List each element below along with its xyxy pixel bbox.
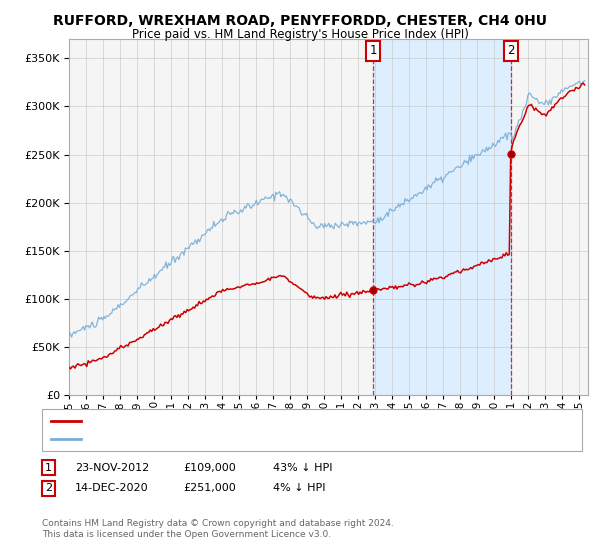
Text: 4% ↓ HPI: 4% ↓ HPI	[273, 483, 325, 493]
Text: 23-NOV-2012: 23-NOV-2012	[75, 463, 149, 473]
Text: 1: 1	[370, 44, 377, 57]
Text: £251,000: £251,000	[183, 483, 236, 493]
Text: 2: 2	[507, 44, 514, 57]
Text: £109,000: £109,000	[183, 463, 236, 473]
Bar	[373, 39, 511, 395]
Text: RUFFORD, WREXHAM ROAD, PENYFFORDD, CHESTER, CH4 0HU: RUFFORD, WREXHAM ROAD, PENYFFORDD, CHEST…	[53, 14, 547, 28]
Text: 2: 2	[45, 483, 52, 493]
Text: 14-DEC-2020: 14-DEC-2020	[75, 483, 149, 493]
Text: 43% ↓ HPI: 43% ↓ HPI	[273, 463, 332, 473]
Text: RUFFORD, WREXHAM ROAD, PENYFFORDD, CHESTER, CH4 0HU (detached house): RUFFORD, WREXHAM ROAD, PENYFFORDD, CHEST…	[87, 416, 535, 426]
Text: HPI: Average price, detached house, Flintshire: HPI: Average price, detached house, Flin…	[87, 434, 340, 444]
Text: 1: 1	[45, 463, 52, 473]
Text: Contains HM Land Registry data © Crown copyright and database right 2024.
This d: Contains HM Land Registry data © Crown c…	[42, 519, 394, 539]
Text: Price paid vs. HM Land Registry's House Price Index (HPI): Price paid vs. HM Land Registry's House …	[131, 28, 469, 41]
